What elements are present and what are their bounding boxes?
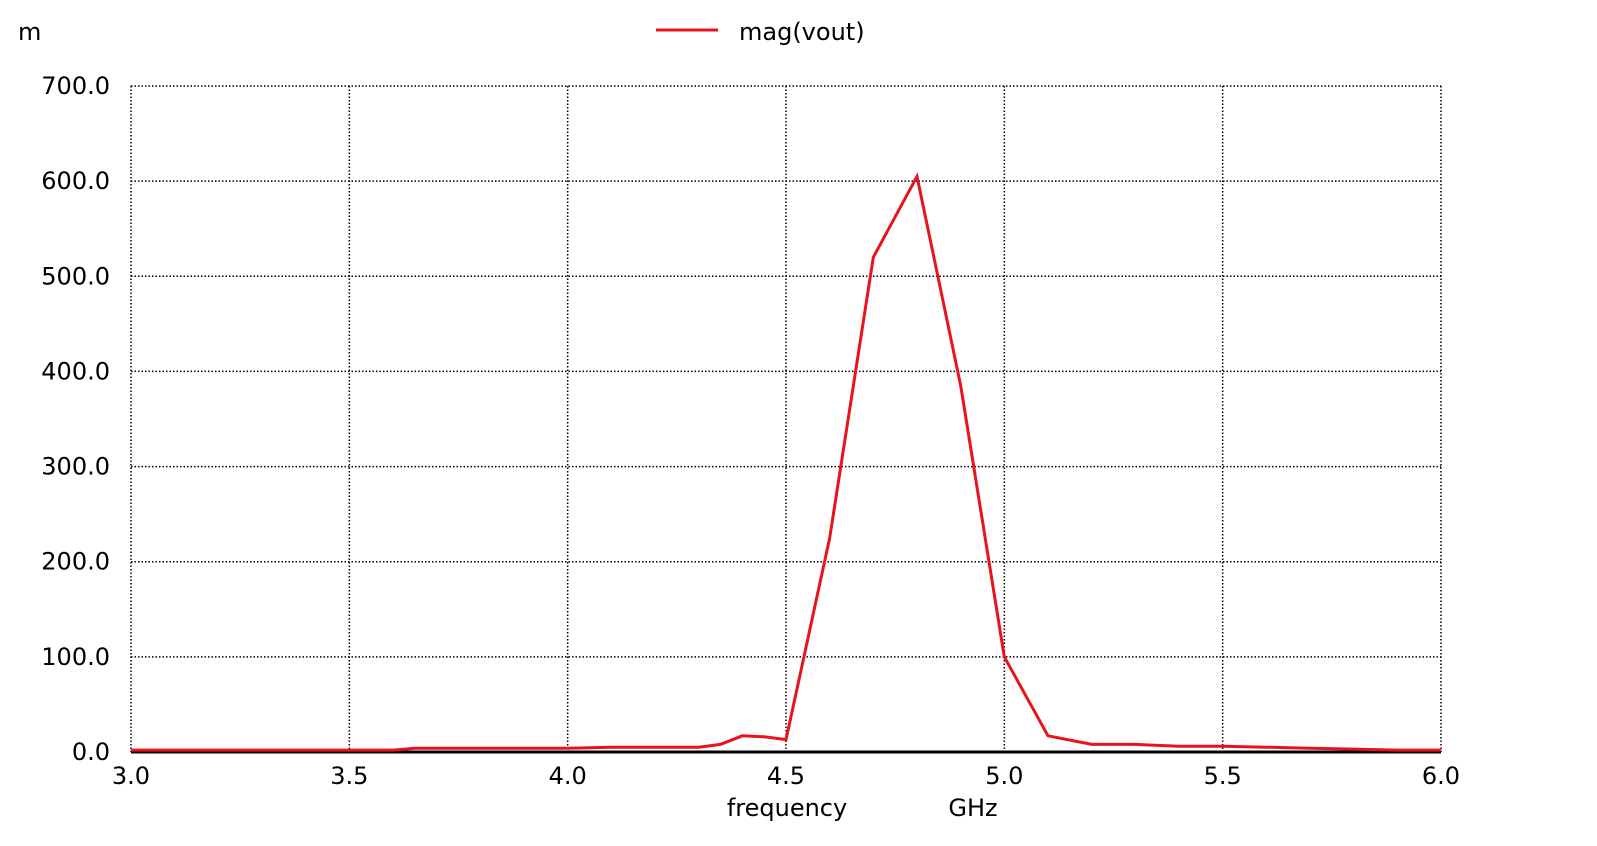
grid xyxy=(130,85,1442,753)
y-tick-label: 0.0 xyxy=(72,738,110,766)
data-point xyxy=(1091,743,1093,745)
data-point xyxy=(392,749,394,751)
data-point xyxy=(960,385,962,387)
x-tick-label: 3.5 xyxy=(330,762,368,790)
data-point xyxy=(785,739,787,741)
y-tick-label: 200.0 xyxy=(41,548,110,576)
data-point xyxy=(610,746,612,748)
x-axis-tick-labels: 3.0 3.5 4.0 4.5 5.0 5.5 6.0 xyxy=(112,762,1460,790)
y-tick-label: 500.0 xyxy=(41,262,110,290)
data-point xyxy=(916,175,918,177)
y-tick-label: 600.0 xyxy=(41,167,110,195)
x-tick-label: 4.5 xyxy=(767,762,805,790)
x-tick-label: 3.0 xyxy=(112,762,150,790)
y-axis-tick-labels: 0.0 100.0 200.0 300.0 400.0 500.0 600.0 700.0 xyxy=(41,72,110,766)
data-point xyxy=(479,747,481,749)
data-point xyxy=(1134,743,1136,745)
x-axis-label: frequency xyxy=(727,794,847,822)
data-point xyxy=(1265,746,1267,748)
x-tick-label: 5.5 xyxy=(1204,762,1242,790)
legend-label: mag(vout) xyxy=(739,18,865,46)
x-tick-label: 5.0 xyxy=(985,762,1023,790)
data-point xyxy=(130,749,132,751)
data-point xyxy=(1003,656,1005,658)
data-point xyxy=(305,749,307,751)
data-point xyxy=(698,746,700,748)
data-point xyxy=(1353,748,1355,750)
data-point xyxy=(829,537,831,539)
data-point xyxy=(1396,749,1398,751)
data-point xyxy=(1222,745,1224,747)
data-point xyxy=(654,746,656,748)
data-point xyxy=(567,747,569,749)
y-tick-label: 300.0 xyxy=(41,453,110,481)
x-tick-label: 4.0 xyxy=(549,762,587,790)
y-tick-label: 700.0 xyxy=(41,72,110,100)
data-point xyxy=(872,256,874,258)
y-unit-prefix: m xyxy=(18,18,41,46)
series-points xyxy=(130,175,1442,751)
data-point xyxy=(1178,745,1180,747)
data-point xyxy=(1440,749,1442,751)
data-point xyxy=(741,735,743,737)
data-point xyxy=(763,736,765,738)
y-tick-label: 100.0 xyxy=(41,643,110,671)
data-point xyxy=(217,749,219,751)
legend: mag(vout) xyxy=(656,18,865,46)
data-point xyxy=(1309,747,1311,749)
x-axis-unit: GHz xyxy=(948,794,997,822)
x-tick-label: 6.0 xyxy=(1422,762,1460,790)
y-tick-label: 400.0 xyxy=(41,357,110,385)
data-point xyxy=(414,747,416,749)
data-point xyxy=(1047,735,1049,737)
data-point xyxy=(720,743,721,745)
